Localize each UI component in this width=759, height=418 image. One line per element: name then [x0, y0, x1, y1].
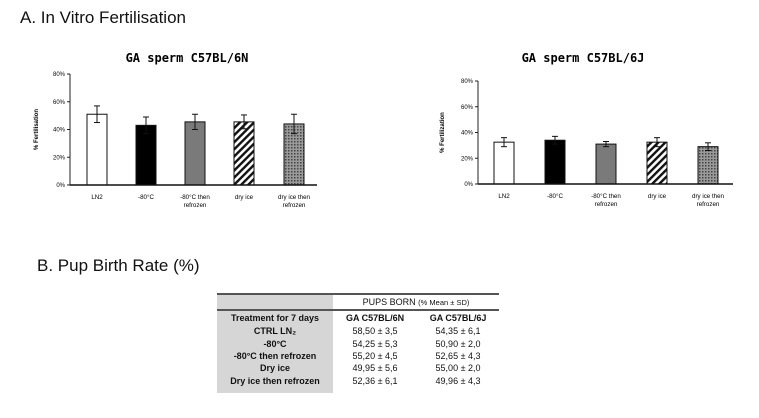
- y-tick-label: 80%: [461, 79, 474, 85]
- cell-6n: 52,36 ± 6,1: [352, 375, 398, 386]
- x-tick-label: -80°C: [138, 194, 154, 201]
- bar: [233, 121, 255, 186]
- bar: [646, 141, 668, 185]
- chart-title: GA sperm C57BL/6J: [522, 51, 645, 65]
- x-tick-label: dry ice: [235, 194, 254, 201]
- y-tick-label: 80%: [53, 72, 66, 78]
- x-tick-label: dry ice then: [278, 194, 311, 201]
- table-row: CTRL LN₂ 58,50 ± 3,5 54,35 ± 6,1: [217, 325, 499, 338]
- table-row: -80°C then refrozen 55,20 ± 4,5 52,65 ± …: [217, 349, 499, 363]
- x-tick-label: LN2: [498, 193, 510, 200]
- group-header: PUPS BORN (% Mean ± SD): [333, 293, 499, 310]
- row-label: -80°C then refrozen: [217, 349, 333, 363]
- bar: [544, 139, 566, 185]
- x-tick-label: refrozen: [595, 201, 618, 208]
- bar: [86, 113, 108, 186]
- charts: GA sperm C57BL/6N % Fertilisation 0% 20% 40%…: [34, 51, 733, 209]
- bar: [135, 124, 157, 186]
- cell-6j: 49,96 ± 4,3: [435, 375, 481, 386]
- y-tick-label: 40%: [461, 131, 474, 137]
- cell-6n: 54,25 ± 5,3: [352, 338, 398, 349]
- column-header: GA C57BL/6J: [417, 309, 499, 325]
- x-tick-label: -80°C: [547, 193, 563, 200]
- row-label: -80°C: [217, 337, 333, 350]
- chart-2: GA sperm C57BL/6J % Fertilization 0% 20% 40%…: [440, 51, 733, 208]
- table-row: Dry ice 49,95 ± 5,6 55,00 ± 2,0: [217, 362, 499, 375]
- cell-6j: 54,35 ± 6,1: [435, 326, 481, 337]
- y-tick-label: 0%: [56, 183, 65, 189]
- x-tick-label: -80°C then: [180, 194, 210, 201]
- y-tick-label: 0%: [464, 182, 473, 188]
- x-tick-label: refrozen: [283, 202, 306, 209]
- section-a-title: A. In Vitro Fertilisation: [20, 8, 186, 27]
- chart-1: GA sperm C57BL/6N % Fertilisation 0% 20% 40%…: [34, 51, 317, 209]
- y-tick-label: 60%: [461, 105, 474, 111]
- cell-6j: 52,65 ± 4,3: [435, 350, 481, 361]
- y-tick-label: 60%: [53, 100, 66, 106]
- table-row: -80°C 54,25 ± 5,3 50,90 ± 2,0: [217, 337, 499, 350]
- x-tick-label: -80°C then: [591, 193, 621, 200]
- column-header: GA C57BL/6N: [333, 309, 418, 325]
- row-label: Dry ice: [217, 362, 333, 375]
- pup-birth-table: PUPS BORN (% Mean ± SD) Treatment for 7 …: [217, 293, 499, 393]
- table-row: Dry ice then refrozen 52,36 ± 6,1 49,96 …: [217, 374, 499, 393]
- y-axis-label: % Fertilization: [440, 112, 446, 153]
- cell-6n: 55,20 ± 4,5: [352, 350, 398, 361]
- x-tick-label: dry ice: [648, 193, 667, 200]
- bar: [493, 141, 515, 185]
- y-tick-label: 20%: [53, 155, 66, 161]
- cell-6n: 58,50 ± 3,5: [352, 326, 398, 337]
- x-tick-label: dry ice then: [692, 193, 725, 200]
- x-tick-label: refrozen: [697, 201, 720, 208]
- section-b-title: B. Pup Birth Rate (%): [37, 256, 200, 275]
- row-header: Treatment for 7 days: [217, 309, 333, 325]
- chart-title: GA sperm C57BL/6N: [126, 51, 249, 65]
- row-label: CTRL LN₂: [217, 325, 333, 338]
- bar: [595, 143, 617, 185]
- y-axis-label: % Fertilisation: [34, 109, 40, 150]
- y-tick-label: 40%: [53, 128, 66, 134]
- y-tick-label: 20%: [461, 156, 474, 162]
- row-label: Dry ice then refrozen: [217, 374, 333, 393]
- cell-6j: 50,90 ± 2,0: [435, 338, 481, 349]
- cell-6j: 55,00 ± 2,0: [435, 363, 481, 374]
- table-column-header-row: Treatment for 7 days GA C57BL/6N GA C57B…: [217, 309, 499, 325]
- bar: [184, 121, 206, 186]
- bar: [697, 146, 719, 185]
- x-tick-label: refrozen: [184, 202, 207, 209]
- cell-6n: 49,95 ± 5,6: [352, 363, 398, 374]
- x-tick-label: LN2: [91, 194, 103, 201]
- table-group-header-row: PUPS BORN (% Mean ± SD): [217, 293, 499, 310]
